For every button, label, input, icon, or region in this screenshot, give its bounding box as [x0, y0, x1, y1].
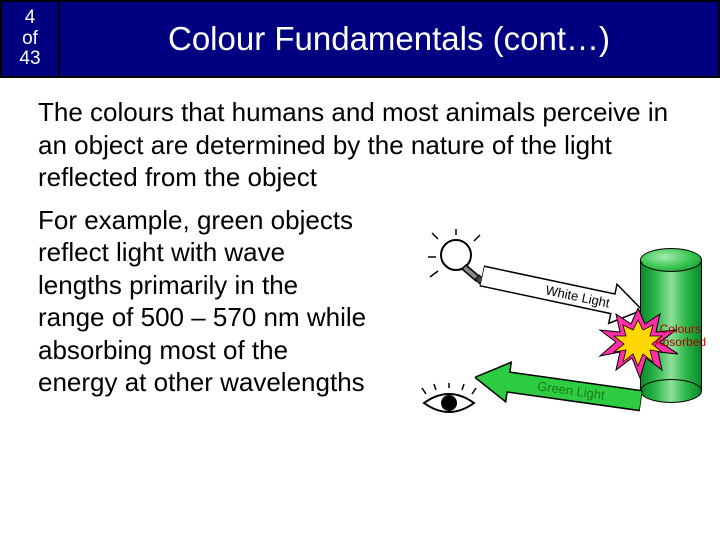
slide-title: Colour Fundamentals (cont…): [60, 2, 718, 76]
absorbed-label: Colours Absorbed: [655, 323, 706, 349]
page-current: 4: [25, 8, 36, 29]
page-counter: 4 of 43: [2, 2, 60, 76]
page-total: 43: [19, 49, 40, 70]
absorbed-line1: Colours: [660, 322, 701, 336]
page-of: of: [22, 29, 38, 50]
paragraph-1: The colours that humans and most animals…: [38, 96, 692, 194]
slide-header: 4 of 43 Colour Fundamentals (cont…): [0, 0, 720, 78]
light-diagram: White Light Colours Absorbed Green Light: [370, 233, 710, 443]
lightbulb-icon: [428, 229, 488, 285]
slide-body: The colours that humans and most animals…: [0, 78, 720, 538]
absorbed-line2: Absorbed: [655, 335, 706, 349]
eye-icon: [420, 383, 478, 423]
paragraph-2: For example, green objects reflect light…: [38, 204, 368, 399]
